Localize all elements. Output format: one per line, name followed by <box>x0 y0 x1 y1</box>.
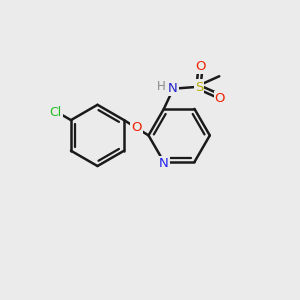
Text: S: S <box>195 80 203 94</box>
Text: H: H <box>157 80 166 93</box>
Text: O: O <box>214 92 225 105</box>
Text: N: N <box>159 157 169 170</box>
Text: Cl: Cl <box>50 106 62 118</box>
Text: O: O <box>195 59 206 73</box>
Text: N: N <box>168 82 178 95</box>
Text: O: O <box>131 121 142 134</box>
